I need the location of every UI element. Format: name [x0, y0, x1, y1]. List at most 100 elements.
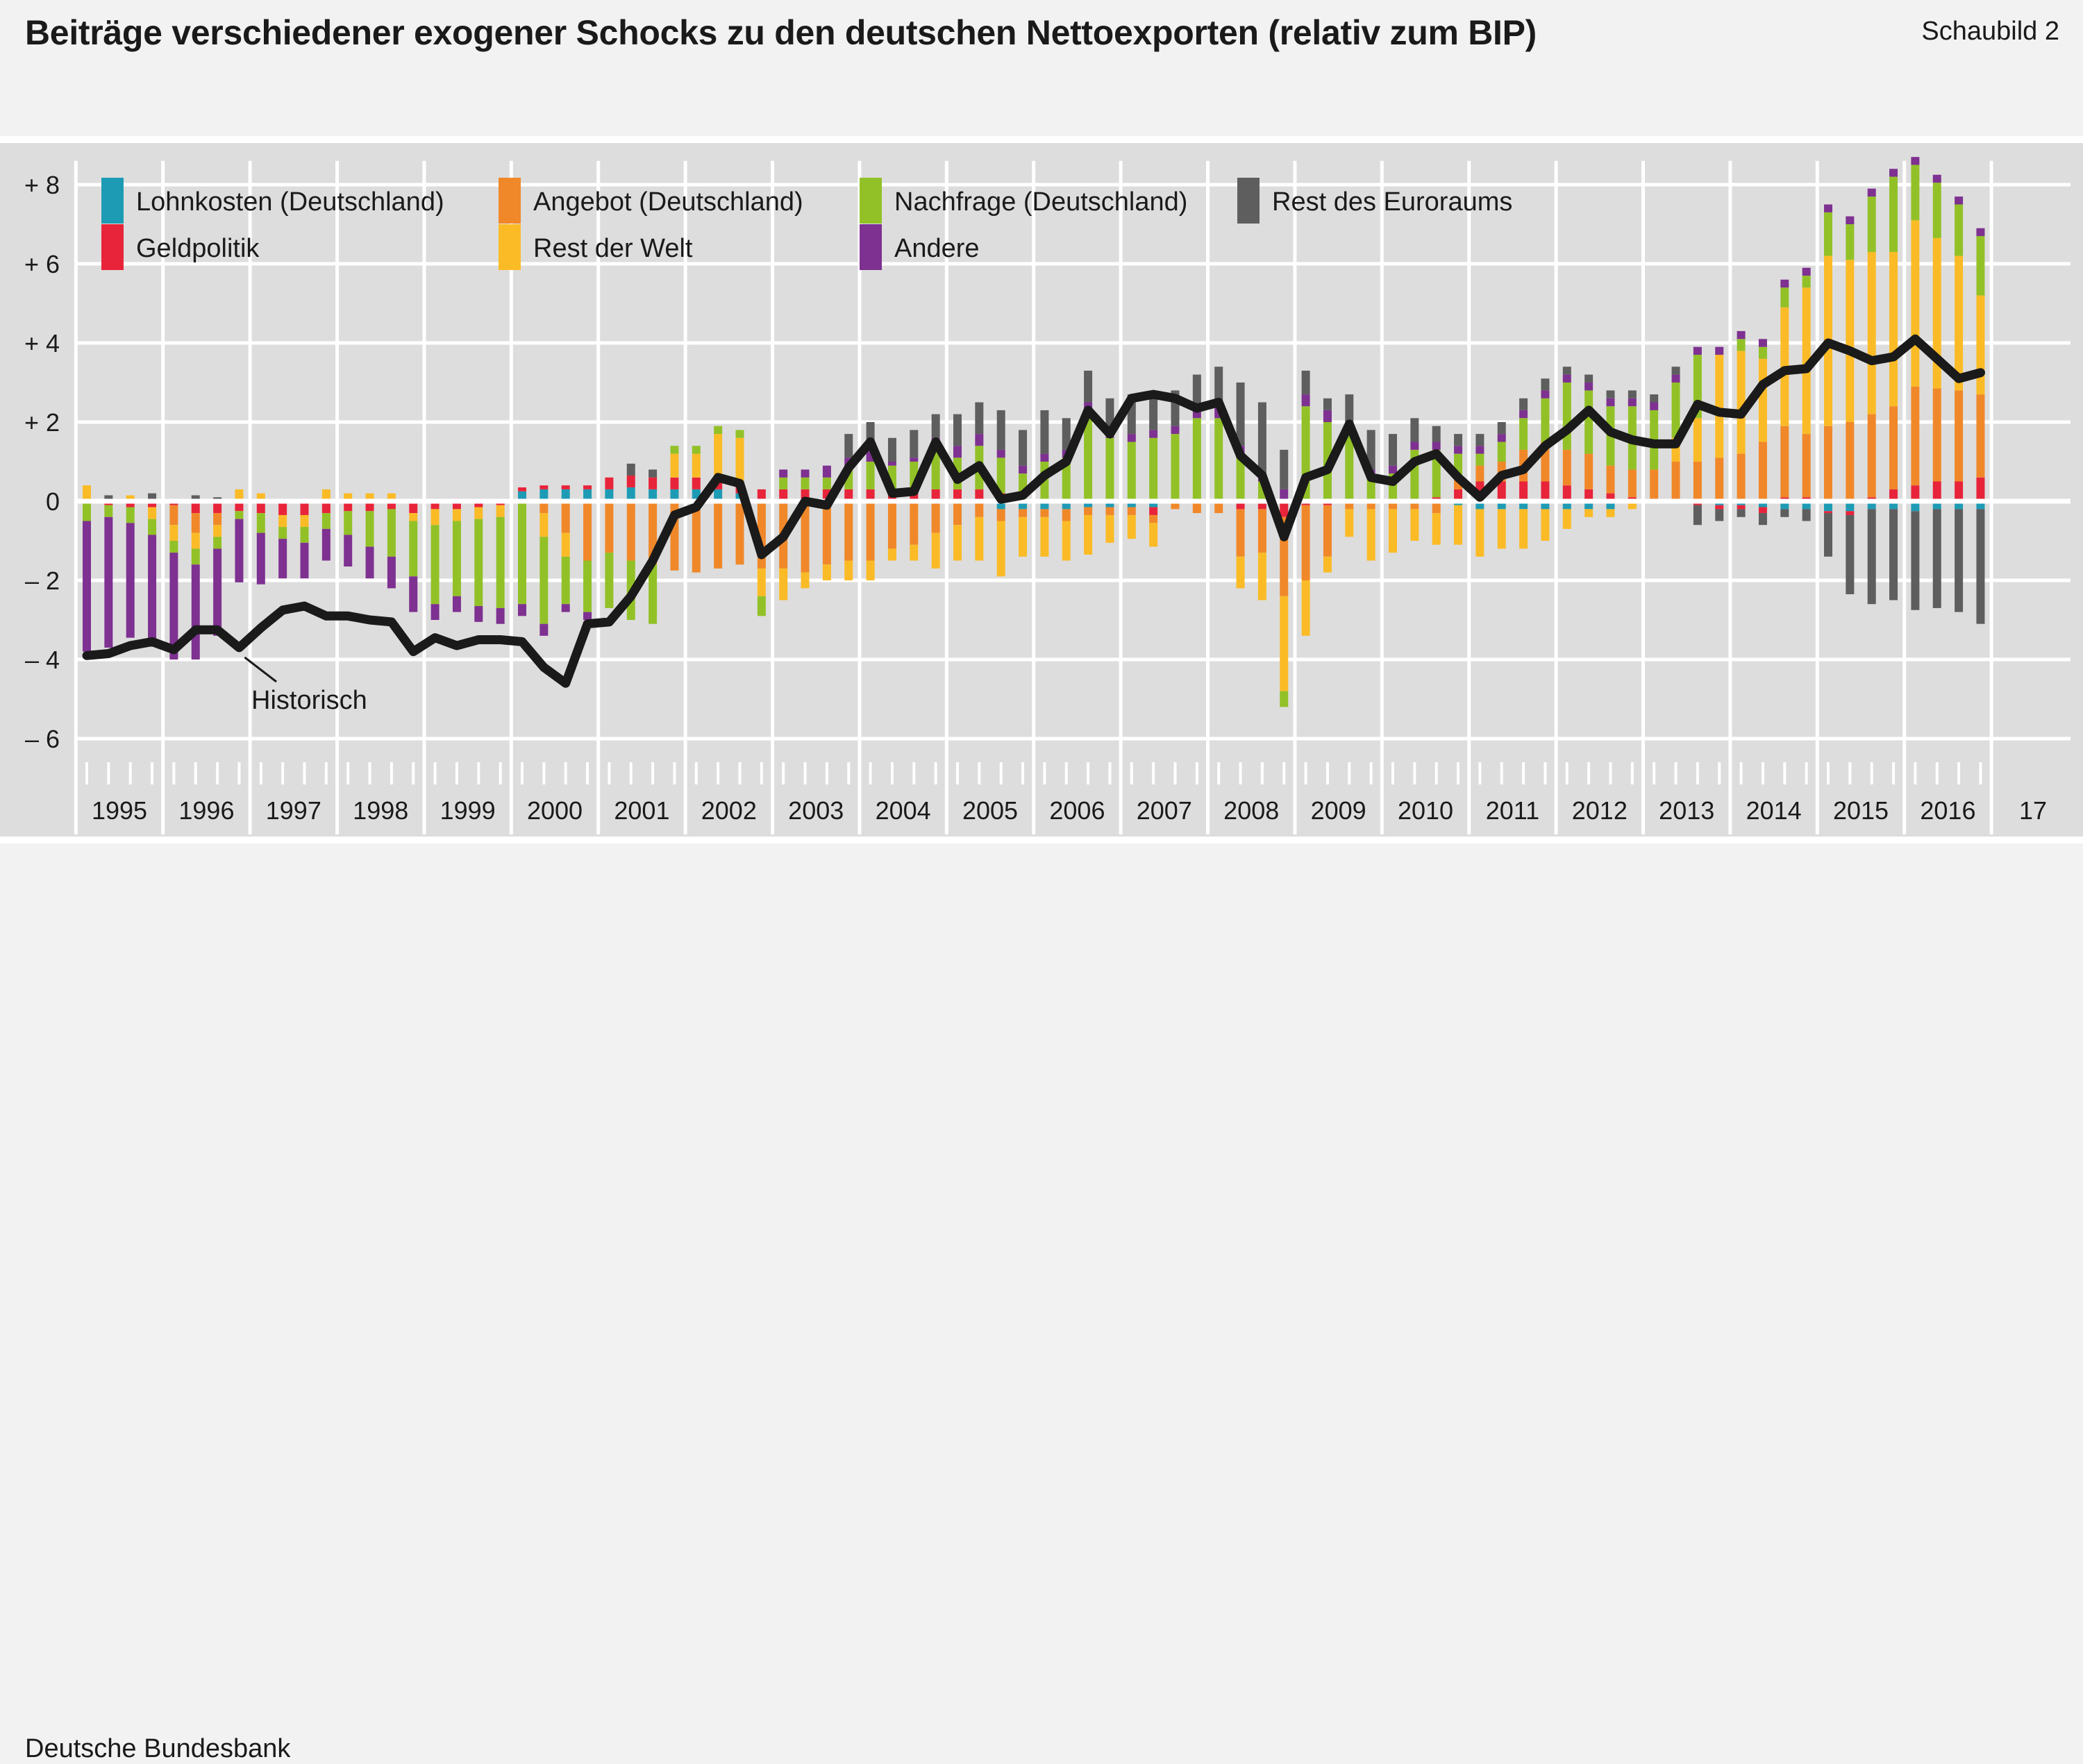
bar-restwelt [1454, 505, 1463, 545]
bar-resteuro [1236, 383, 1245, 446]
bar-restwelt [278, 514, 287, 528]
bar-andere [1454, 446, 1463, 454]
bar-resteuro [844, 434, 853, 458]
bar-geldpolitik [300, 501, 309, 515]
bar-andere [213, 548, 222, 636]
bar-nachfrage [1149, 437, 1158, 501]
bar-restwelt [1323, 556, 1332, 573]
bar-restwelt [1519, 509, 1528, 549]
bar-lohnkosten [1541, 501, 1550, 510]
bar-geldpolitik [1541, 481, 1550, 501]
bar-angebot [953, 501, 962, 526]
bar-andere [1562, 374, 1571, 383]
bar-andere [1955, 196, 1964, 205]
bar-geldpolitik [1606, 493, 1615, 501]
bar-geldpolitik [1758, 507, 1767, 514]
bar-nachfrage [1955, 204, 1964, 256]
bar-restwelt [300, 514, 309, 528]
bar-resteuro [1280, 449, 1289, 489]
bar-nachfrage [735, 430, 744, 438]
bar-resteuro [1780, 509, 1789, 517]
bar-restwelt [931, 532, 940, 569]
bar-geldpolitik [605, 477, 614, 489]
bar-resteuro [649, 469, 658, 478]
bar-andere [1780, 279, 1789, 288]
bar-geldpolitik [344, 501, 353, 512]
bar-restwelt [148, 507, 157, 519]
bar-restwelt [779, 568, 788, 600]
bar-restwelt [1846, 260, 1855, 422]
bar-lohnkosten [1955, 501, 1964, 510]
bar-geldpolitik [430, 501, 440, 510]
bar-andere [496, 607, 505, 624]
legend-swatch-restwelt [499, 224, 521, 270]
bar-resteuro [1715, 509, 1724, 521]
bar-nachfrage [1780, 287, 1789, 308]
bar-angebot [213, 513, 222, 526]
bar-nachfrage [822, 477, 831, 489]
y-tick-label: 0 [46, 487, 60, 516]
x-year-label: 2005 [962, 796, 1018, 825]
bar-lohnkosten [1127, 501, 1136, 507]
bar-geldpolitik [931, 489, 940, 501]
bar-nachfrage [1824, 212, 1832, 256]
bar-resteuro [1257, 402, 1266, 474]
bar-nachfrage [583, 560, 592, 612]
bar-angebot [1105, 507, 1114, 515]
y-tick-label: + 2 [24, 408, 60, 437]
bar-andere [1519, 410, 1528, 419]
bar-andere [1019, 465, 1028, 474]
bar-geldpolitik [866, 489, 875, 501]
x-year-label: 17 [2019, 796, 2047, 825]
bar-angebot [844, 501, 853, 561]
bar-geldpolitik [518, 487, 526, 492]
bar-angebot [1084, 507, 1093, 515]
bar-geldpolitik [779, 489, 788, 501]
bar-nachfrage [1867, 196, 1876, 252]
bar-angebot [1410, 501, 1419, 510]
x-year-label: 2006 [1049, 796, 1105, 825]
bar-restwelt [953, 525, 962, 561]
bar-andere [975, 434, 984, 446]
bar-nachfrage [1737, 339, 1746, 351]
bar-resteuro [1366, 430, 1375, 470]
bar-nachfrage [1280, 691, 1289, 707]
bar-restwelt [1475, 509, 1484, 557]
bar-angebot [1171, 501, 1180, 510]
bar-angebot [1976, 394, 1985, 478]
bar-andere [452, 596, 461, 612]
bar-restwelt [1737, 351, 1746, 454]
bar-resteuro [1650, 394, 1659, 403]
bar-angebot [1715, 457, 1724, 501]
bar-restwelt [191, 532, 200, 549]
bar-geldpolitik [1280, 501, 1289, 517]
bar-resteuro [1802, 509, 1811, 521]
bar-resteuro [1846, 514, 1855, 594]
bar-resteuro [1019, 430, 1028, 466]
bar-resteuro [1911, 511, 1920, 610]
bar-restwelt [1911, 220, 1920, 387]
bar-angebot [996, 509, 1005, 521]
bar-restwelt [887, 548, 896, 561]
legend-swatch-andere [860, 224, 882, 270]
bar-geldpolitik [278, 501, 287, 515]
bar-geldpolitik [561, 485, 570, 489]
bar-andere [300, 542, 309, 579]
bar-nachfrage [1062, 457, 1071, 501]
legend-label: Andere [894, 234, 980, 263]
bar-restwelt [365, 493, 374, 501]
top-separator [0, 136, 2083, 143]
bar-restwelt [1019, 516, 1028, 557]
bar-geldpolitik [1976, 477, 1985, 501]
bar-andere [1758, 339, 1767, 347]
bar-andere [1671, 374, 1680, 383]
bar-andere [1301, 394, 1310, 407]
bar-geldpolitik [387, 501, 396, 510]
y-tick-label: + 6 [24, 250, 60, 278]
bar-geldpolitik [256, 501, 265, 514]
bar-restwelt [1802, 287, 1811, 435]
bar-geldpolitik [975, 489, 984, 501]
bar-angebot [1214, 501, 1223, 514]
x-year-label: 1998 [353, 796, 408, 825]
bar-restwelt [321, 489, 331, 501]
